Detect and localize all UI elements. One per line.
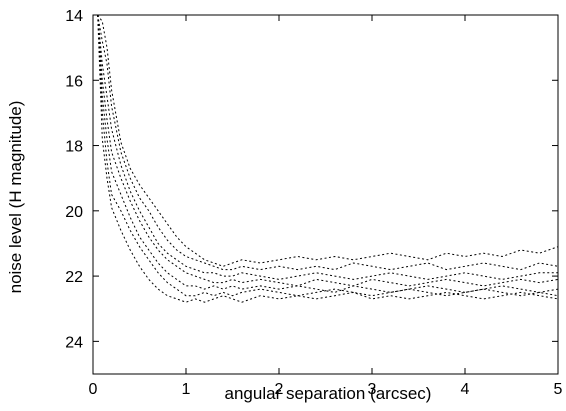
series-line-6 [97, 14, 559, 297]
x-tick-label-3: 3 [368, 381, 377, 398]
series-line-7 [97, 14, 559, 303]
x-tick-label-0: 0 [89, 381, 98, 398]
y-tick-label-5: 24 [65, 334, 83, 351]
series-line-5 [97, 14, 559, 293]
y-tick-label-0: 14 [65, 8, 83, 25]
y-tick-label-1: 16 [65, 73, 83, 90]
plot-frame [92, 14, 559, 375]
x-tick-label-2: 2 [275, 381, 284, 398]
y-axis-title: noise level (H magnitude) [6, 101, 25, 294]
series-line-3 [97, 14, 558, 280]
x-tick-label-4: 4 [461, 381, 470, 398]
x-axis-title: angular separation (arcsec) [225, 384, 432, 403]
y-tick-label-4: 22 [65, 269, 83, 286]
series-line-1 [97, 14, 559, 267]
series-line-2 [97, 14, 559, 271]
series-line-4 [97, 14, 559, 287]
y-tick-label-3: 20 [65, 204, 83, 221]
y-tick-label-2: 18 [65, 139, 83, 156]
x-tick-label-5: 5 [554, 381, 563, 398]
x-tick-label-1: 1 [182, 381, 191, 398]
